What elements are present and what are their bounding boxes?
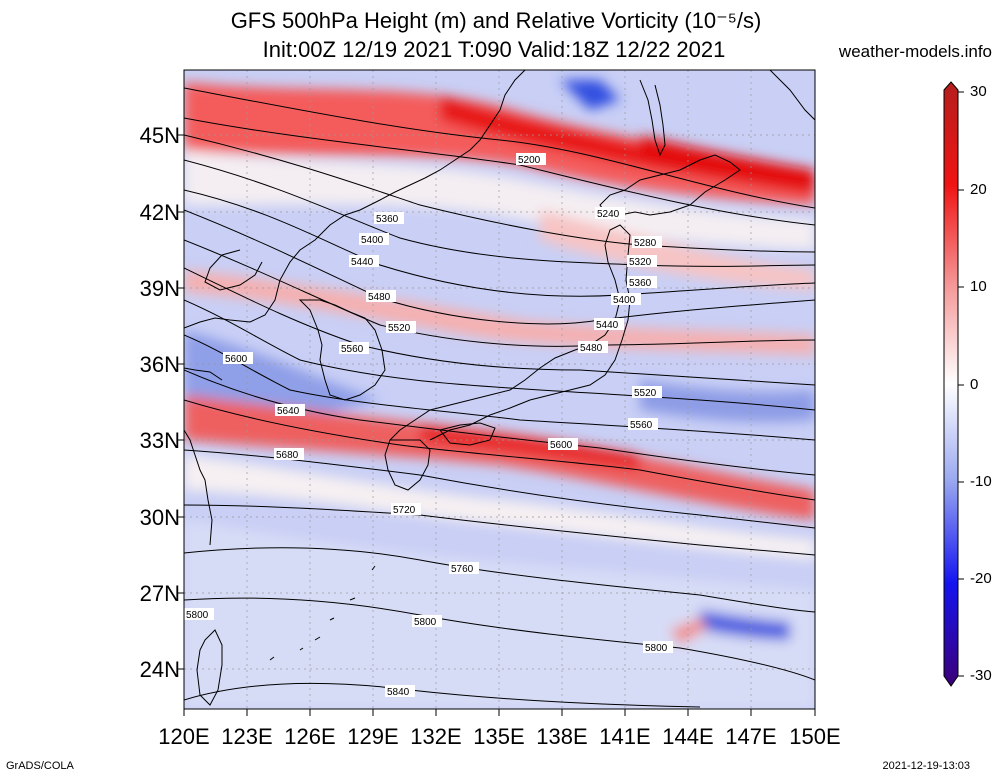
lat-label: 39N	[139, 276, 180, 301]
svg-text:5720: 5720	[393, 505, 416, 516]
axis-ticks	[177, 134, 816, 716]
svg-text:5600: 5600	[550, 440, 573, 451]
footer-left: GrADS/COLA	[6, 760, 74, 772]
lon-label: 123E	[221, 724, 273, 749]
contour-label: 5600	[223, 352, 253, 365]
contour-label: 5480	[578, 341, 608, 354]
lat-label: 36N	[139, 352, 180, 377]
title-line-2: Init:00Z 12/19 2021 T:090 Valid:18Z 12/2…	[262, 37, 726, 62]
contour-label: 5480	[366, 290, 396, 303]
lon-label: 135E	[473, 724, 525, 749]
colorbar-label: -30	[970, 667, 992, 684]
svg-text:5480: 5480	[368, 292, 391, 303]
svg-text:5800: 5800	[645, 643, 668, 654]
contour-labels: 5200 5240 5280 5320 5360 5360 5400 5400 …	[184, 153, 673, 698]
lat-label: 24N	[139, 657, 180, 682]
svg-text:5280: 5280	[634, 238, 657, 249]
svg-text:5480: 5480	[580, 343, 603, 354]
lat-label: 30N	[139, 505, 180, 530]
contour-label: 5760	[449, 562, 479, 575]
svg-text:5600: 5600	[225, 354, 248, 365]
svg-text:5200: 5200	[518, 155, 541, 166]
contour-label: 5400	[359, 233, 389, 246]
lon-label: 132E	[410, 724, 462, 749]
contour-label: 5360	[374, 212, 404, 225]
footer-right: 2021-12-19-13:03	[882, 760, 970, 772]
colorbar-label: 20	[970, 181, 987, 198]
contour-label: 5520	[386, 321, 416, 334]
svg-text:5520: 5520	[388, 323, 411, 334]
contour-label: 5320	[627, 255, 657, 268]
vorticity-field	[184, 70, 815, 709]
colorbar-label: -20	[970, 570, 992, 587]
svg-text:5800: 5800	[414, 617, 437, 628]
contour-label: 5440	[349, 255, 379, 268]
title-line-1: GFS 500hPa Height (m) and Relative Vorti…	[230, 8, 762, 33]
contour-label: 5520	[632, 386, 662, 399]
lon-label: 144E	[662, 724, 714, 749]
map-grid	[184, 70, 815, 709]
svg-text:5440: 5440	[596, 320, 619, 331]
colorbar	[943, 81, 964, 687]
svg-text:5360: 5360	[376, 214, 399, 225]
contour-label: 5560	[339, 342, 369, 355]
svg-text:5760: 5760	[451, 564, 474, 575]
lat-label: 42N	[139, 200, 180, 225]
svg-text:5560: 5560	[630, 420, 653, 431]
lon-label: 129E	[347, 724, 399, 749]
lon-label: 120E	[158, 724, 210, 749]
colorbar-label: -10	[970, 473, 992, 490]
lat-label: 45N	[139, 123, 180, 148]
contour-label: 5280	[632, 236, 662, 249]
svg-text:5440: 5440	[351, 257, 374, 268]
contour-label: 5600	[548, 438, 578, 451]
contour-label: 5800	[643, 641, 673, 654]
lon-label: 141E	[599, 724, 651, 749]
lat-label: 33N	[139, 428, 180, 453]
svg-text:5400: 5400	[613, 295, 636, 306]
svg-text:5560: 5560	[341, 344, 364, 355]
coastlines	[184, 70, 815, 706]
lon-label: 147E	[725, 724, 777, 749]
contour-label: 5400	[611, 293, 641, 306]
svg-text:5800: 5800	[186, 610, 209, 621]
colorbar-label: 30	[970, 83, 987, 100]
contour-label: 5360	[627, 276, 657, 289]
contour-label: 5840	[385, 685, 415, 698]
lon-label: 150E	[789, 724, 841, 749]
contour-label: 5440	[594, 318, 624, 331]
svg-text:5400: 5400	[361, 235, 384, 246]
contour-label: 5680	[274, 448, 304, 461]
svg-text:5680: 5680	[276, 450, 299, 461]
colorbar-label: 10	[970, 278, 987, 295]
contour-label: 5200	[516, 153, 546, 166]
contour-label: 5560	[628, 418, 658, 431]
site-credit: weather-models.info	[838, 42, 992, 61]
svg-text:5840: 5840	[387, 687, 410, 698]
contour-label: 5640	[275, 404, 305, 417]
contour-label: 5800	[412, 615, 442, 628]
lat-label: 27N	[139, 581, 180, 606]
svg-text:5360: 5360	[629, 278, 652, 289]
svg-text:5240: 5240	[597, 209, 620, 220]
colorbar-label: 0	[970, 376, 979, 393]
svg-text:5320: 5320	[629, 257, 652, 268]
contour-label: 5240	[595, 207, 625, 220]
contour-label: 5720	[391, 503, 421, 516]
svg-text:5520: 5520	[634, 388, 657, 399]
contour-label: 5800	[184, 608, 214, 621]
lon-label: 138E	[536, 724, 588, 749]
svg-text:5640: 5640	[277, 406, 300, 417]
lon-label: 126E	[284, 724, 336, 749]
